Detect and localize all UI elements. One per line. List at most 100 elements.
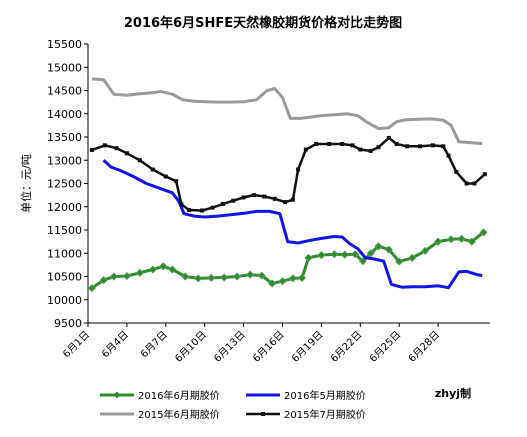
data-point: [210, 205, 215, 210]
data-point: [135, 268, 144, 277]
y-tick-label: 13000: [47, 154, 82, 167]
data-point: [159, 262, 168, 271]
data-point: [194, 274, 203, 283]
data-point: [102, 143, 107, 148]
y-tick-label: 14500: [47, 85, 82, 98]
legend-marker: [261, 412, 265, 416]
data-point: [374, 242, 383, 251]
data-point: [304, 253, 313, 262]
y-tick-label: 14000: [47, 108, 82, 121]
legend-label: 2016年6月期胶价: [138, 389, 220, 402]
legend-item: 2016年6月期胶价: [100, 389, 220, 402]
y-tick-label: 11000: [47, 247, 82, 260]
data-point: [351, 250, 360, 259]
data-point: [317, 251, 326, 260]
data-point: [181, 272, 190, 281]
y-axis: 9500 10000 10500 11000 11500 12000 12500 13000 1…: [47, 38, 88, 330]
x-tick-label: 6月13日: [212, 329, 248, 365]
data-point: [268, 279, 277, 288]
data-point: [446, 153, 451, 158]
data-point: [454, 169, 459, 174]
legend-item: 2015年6月期胶价: [100, 408, 220, 421]
data-point: [233, 272, 242, 281]
data-point: [340, 141, 345, 146]
data-point: [421, 246, 430, 255]
data-point: [297, 273, 307, 282]
data-point: [405, 144, 410, 149]
data-point: [368, 148, 373, 153]
series-layer: [87, 77, 488, 293]
y-tick-label: 15500: [47, 38, 82, 51]
data-point: [472, 181, 477, 186]
y-tick-label: 11500: [47, 224, 82, 237]
x-tick-label: 6月4日: [99, 329, 131, 361]
x-tick-label: 6月25日: [367, 329, 403, 365]
data-point: [464, 181, 469, 186]
chart-credit: zhyj制: [435, 386, 471, 400]
data-point: [179, 202, 184, 207]
y-tick-label: 15000: [47, 61, 82, 74]
data-point: [417, 144, 422, 149]
legend: 2016年6月期胶价 2016年5月期胶价 2015年6月期胶价 2015年7月期胶价: [100, 389, 366, 421]
data-point: [168, 265, 177, 274]
data-point: [114, 146, 119, 151]
data-point: [109, 272, 119, 281]
data-point: [350, 143, 355, 148]
legend-item: 2016年5月期胶价: [246, 389, 366, 402]
data-point: [314, 141, 319, 146]
data-point: [482, 172, 487, 177]
legend-item: 2015年7月期胶价: [246, 408, 366, 421]
data-point: [384, 245, 393, 254]
data-point: [303, 147, 308, 152]
legend-label: 2016年5月期胶价: [284, 389, 366, 402]
data-point: [366, 249, 375, 258]
x-tick-label: 6月16日: [251, 329, 287, 365]
series-0: [87, 228, 488, 293]
data-point: [99, 276, 108, 285]
data-point: [288, 274, 297, 283]
data-point: [137, 158, 142, 163]
data-point: [434, 237, 443, 246]
data-point: [150, 167, 155, 172]
data-point: [262, 194, 267, 199]
data-point: [395, 257, 404, 266]
data-point: [241, 195, 246, 200]
data-point: [207, 273, 216, 282]
data-point: [220, 201, 225, 206]
legend-label: 2015年7月期胶价: [284, 408, 366, 421]
data-point: [408, 253, 417, 262]
data-point: [87, 284, 96, 293]
data-point: [283, 200, 288, 205]
y-axis-label: 单位：元/吨: [19, 154, 33, 213]
x-axis: 6月1日 6月4日 6月7日 6月10日 6月13日 6月16日 6月19日 6月22日 6月2…: [60, 323, 442, 365]
data-point: [89, 148, 94, 153]
data-point: [290, 197, 295, 202]
series-line: [102, 159, 483, 290]
data-point: [148, 265, 157, 274]
x-tick-label: 6月22日: [328, 329, 364, 365]
data-point: [340, 250, 349, 259]
data-point: [479, 228, 488, 237]
y-tick-label: 12000: [47, 201, 82, 214]
series-line: [91, 136, 486, 212]
y-tick-label: 10000: [47, 294, 82, 307]
data-point: [467, 237, 476, 246]
data-point: [246, 270, 255, 279]
data-point: [257, 271, 266, 280]
data-point: [394, 141, 399, 146]
data-point: [200, 208, 205, 213]
series-line: [91, 77, 483, 145]
data-point: [386, 135, 391, 140]
data-point: [457, 234, 466, 243]
data-point: [358, 147, 363, 152]
data-point: [251, 193, 256, 198]
data-point: [296, 167, 301, 172]
data-point: [272, 196, 277, 201]
legend-label: 2015年6月期胶价: [138, 408, 220, 421]
data-point: [376, 145, 381, 150]
series-1: [102, 159, 483, 290]
data-point: [278, 277, 287, 286]
y-tick-label: 9500: [54, 317, 82, 330]
